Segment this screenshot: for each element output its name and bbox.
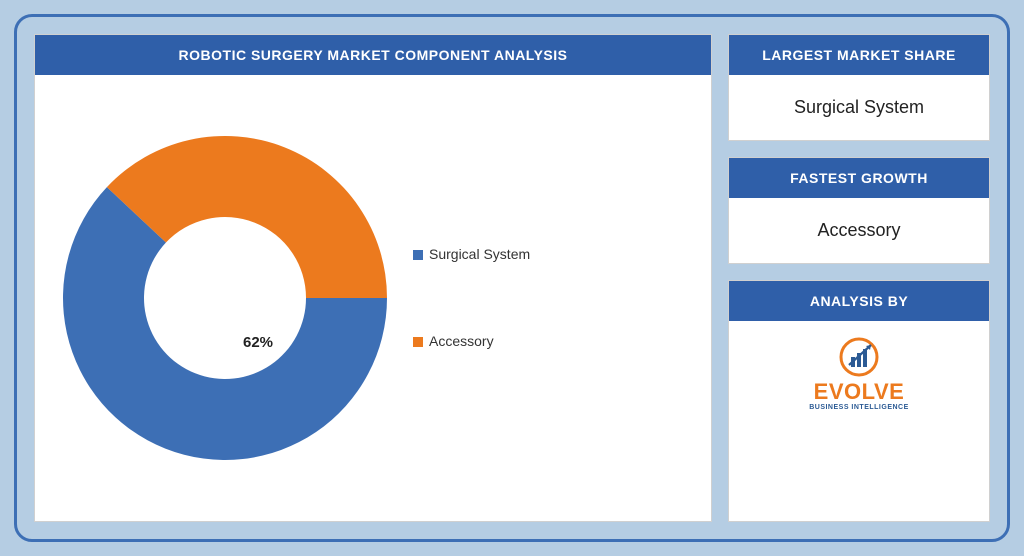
legend-swatch-icon [413, 337, 423, 347]
chart-legend: Surgical System Accessory [413, 246, 530, 351]
evolve-logo: EVOLVE BUSINESS INTELLIGENCE [809, 335, 909, 411]
chart-panel: ROBOTIC SURGERY MARKET COMPONENT ANALYSI… [35, 35, 711, 521]
donut-slice [107, 136, 387, 298]
evolve-logo-icon [837, 335, 881, 379]
largest-share-card: LARGEST MARKET SHARE Surgical System [729, 35, 989, 140]
card-title: ANALYSIS BY [729, 281, 989, 321]
page-background: ROBOTIC SURGERY MARKET COMPONENT ANALYSI… [0, 0, 1024, 556]
card-logo-body: EVOLVE BUSINESS INTELLIGENCE [729, 321, 989, 425]
card-title: FASTEST GROWTH [729, 158, 989, 198]
legend-label: Surgical System [429, 246, 530, 264]
fastest-growth-card: FASTEST GROWTH Accessory [729, 158, 989, 263]
donut-pct-label: 62% [243, 334, 273, 351]
chart-body: 62% Surgical System Accessory [35, 75, 711, 521]
logo-sub: BUSINESS INTELLIGENCE [809, 404, 909, 411]
main-frame: ROBOTIC SURGERY MARKET COMPONENT ANALYSI… [14, 14, 1010, 542]
card-value: Accessory [729, 198, 989, 263]
card-title: LARGEST MARKET SHARE [729, 35, 989, 75]
legend-item: Surgical System [413, 246, 530, 264]
legend-swatch-icon [413, 250, 423, 260]
info-column: LARGEST MARKET SHARE Surgical System FAS… [729, 35, 989, 521]
chart-title: ROBOTIC SURGERY MARKET COMPONENT ANALYSI… [35, 35, 711, 75]
donut-chart: 62% [45, 118, 405, 478]
legend-label: Accessory [429, 333, 494, 351]
analysis-by-card: ANALYSIS BY [729, 281, 989, 521]
donut-svg [45, 118, 405, 478]
legend-item: Accessory [413, 333, 530, 351]
card-value: Surgical System [729, 75, 989, 140]
logo-word: EVOLVE [814, 381, 905, 403]
